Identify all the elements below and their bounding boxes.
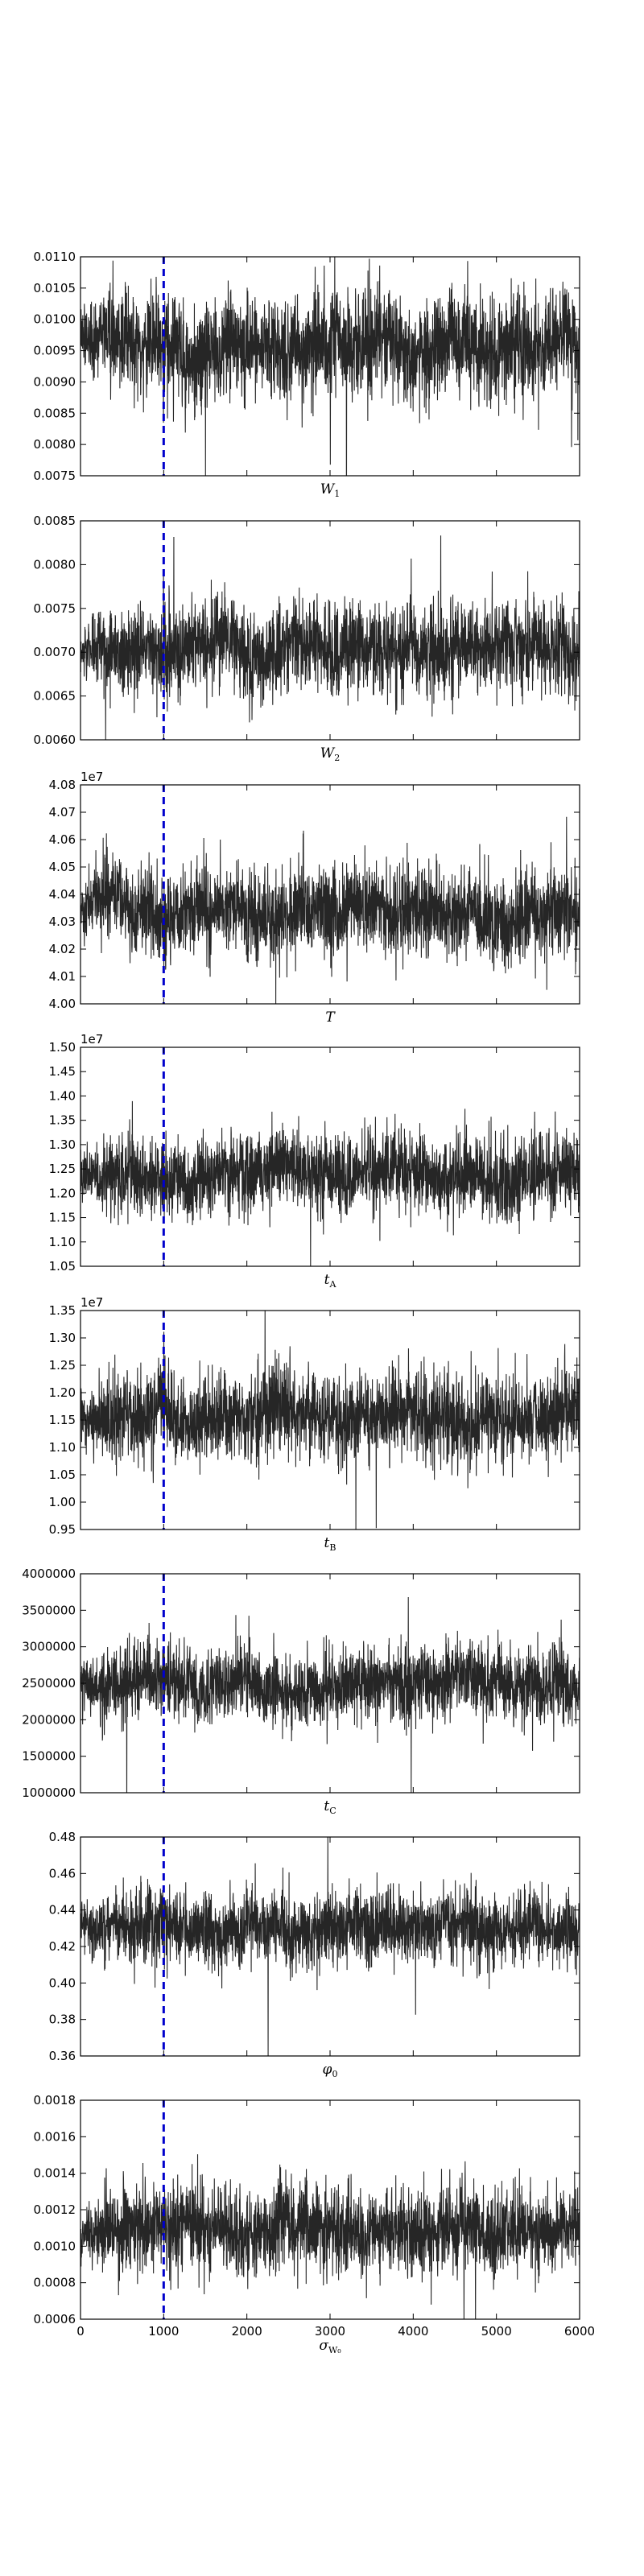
- trace-series-8: [80, 2154, 580, 2319]
- y-tick-label: 1.25: [49, 1358, 76, 1373]
- y-tick-label: 0.0008: [34, 2276, 76, 2290]
- y-tick-label: 0.0060: [34, 733, 76, 747]
- y-offset-text: 1e7: [80, 1295, 103, 1310]
- x-axis-label: tC: [324, 1798, 336, 1816]
- y-tick-label: 0.0085: [34, 406, 76, 420]
- trace-series-3: [80, 816, 580, 1004]
- y-tick-label: 1.30: [49, 1137, 76, 1152]
- y-tick-label: 0.0010: [34, 2239, 76, 2253]
- trace-series-5: [80, 1311, 580, 1530]
- y-tick-label: 0.0085: [34, 514, 76, 528]
- y-tick-label: 1000000: [22, 1785, 76, 1800]
- y-tick-label: 3500000: [22, 1603, 76, 1617]
- y-tick-label: 0.48: [49, 1830, 76, 1844]
- y-offset-text: 1e7: [80, 1032, 103, 1046]
- trace-panel-1: 0.0075 0.0080 0.0085 0.0090 0.0095 0.0100 0.01…: [34, 250, 580, 499]
- y-tick-label: 1.20: [49, 1385, 76, 1400]
- trace-panel-8: 0.0006 0.0008 0.0010 0.0012 0.0014 0.0016 0.00…: [34, 2093, 596, 2355]
- y-tick-label: 0.0100: [34, 312, 76, 327]
- y-tick-label: 4.08: [49, 778, 76, 792]
- trace-series-7: [80, 1837, 580, 2056]
- y-tick-label: 1500000: [22, 1749, 76, 1764]
- y-tick-label: 0.0070: [34, 645, 76, 659]
- y-tick-label: 0.0016: [34, 2129, 76, 2144]
- x-tick-label: 3000: [315, 2324, 345, 2339]
- x-axis-label: W2: [320, 745, 340, 763]
- y-tick-label: 0.0014: [34, 2166, 76, 2181]
- trace-panel-2: 0.0060 0.0065 0.0070 0.0075 0.0080 0.0085 W2: [34, 514, 580, 763]
- y-offset-text: 1e7: [80, 770, 103, 784]
- y-tick-label: 4.01: [49, 969, 76, 984]
- y-tick-label: 0.0065: [34, 689, 76, 704]
- y-tick-label: 0.42: [49, 1939, 76, 1954]
- x-tick-label: 0: [76, 2324, 85, 2339]
- y-tick-label: 4.07: [49, 805, 76, 819]
- trace-panel-7: 0.36 0.38 0.40 0.42 0.44 0.46 0.48 φ0: [49, 1830, 580, 2079]
- trace-panel-5: 0.95 1.00 1.05 1.10 1.15 1.20 1.25 1.30 1.35 1e7 t…: [49, 1295, 580, 1553]
- y-tick-label: 4.05: [49, 860, 76, 874]
- x-axis-label: W1: [320, 481, 340, 499]
- y-tick-label: 4.02: [49, 942, 76, 956]
- y-tick-label: 1.20: [49, 1186, 76, 1200]
- y-tick-label: 1.40: [49, 1088, 76, 1103]
- y-tick-label: 1.35: [49, 1303, 76, 1318]
- y-tick-label: 0.0105: [34, 281, 76, 295]
- x-tick-label: 4000: [398, 2324, 428, 2339]
- y-tick-label: 4.04: [49, 887, 76, 902]
- y-tick-label: 0.38: [49, 2013, 76, 2027]
- y-tick-label: 0.0110: [34, 250, 76, 264]
- y-tick-label: 1.00: [49, 1495, 76, 1509]
- y-tick-label: 1.15: [49, 1211, 76, 1225]
- x-tick-label: 6000: [564, 2324, 595, 2339]
- y-tick-label: 2000000: [22, 1712, 76, 1727]
- y-tick-label: 0.0075: [34, 601, 76, 616]
- trace-series-4: [80, 1100, 580, 1266]
- y-tick-label: 1.05: [49, 1468, 76, 1482]
- x-tick-label: 1000: [148, 2324, 179, 2339]
- y-tick-label: 1.15: [49, 1413, 76, 1427]
- y-tick-label: 0.40: [49, 1975, 76, 1990]
- y-tick-label: 0.44: [49, 1903, 76, 1918]
- x-axis-label: T: [325, 1009, 336, 1026]
- y-tick-label: 1.45: [49, 1064, 76, 1079]
- trace-series-2: [80, 535, 580, 740]
- y-tick-label: 3000000: [22, 1640, 76, 1654]
- trace-panel-3: 4.00 4.01 4.02 4.03 4.04 4.05 4.06 4.07 4.08 1e7 T: [49, 770, 580, 1026]
- y-tick-label: 4000000: [22, 1567, 76, 1581]
- y-tick-label: 1.05: [49, 1259, 76, 1274]
- y-tick-label: 4.00: [49, 997, 76, 1011]
- x-axis-label: φ0: [323, 2062, 338, 2079]
- y-tick-label: 4.03: [49, 914, 76, 929]
- y-tick-label: 0.95: [49, 1522, 76, 1537]
- y-tick-label: 1.25: [49, 1162, 76, 1176]
- y-tick-label: 0.0012: [34, 2202, 76, 2217]
- y-tick-label: 1.10: [49, 1440, 76, 1455]
- y-tick-label: 0.0018: [34, 2093, 76, 2107]
- y-tick-label: 2500000: [22, 1676, 76, 1690]
- y-tick-label: 0.0080: [34, 437, 76, 452]
- x-axis-label: tB: [324, 1535, 336, 1553]
- y-tick-label: 0.0095: [34, 344, 76, 358]
- x-axis-label: σW₀: [319, 2338, 341, 2355]
- y-tick-label: 0.0075: [34, 469, 76, 483]
- trace-panel-4: 1.05 1.10 1.15 1.20 1.25 1.30 1.35 1.40 1.45 1.50…: [49, 1032, 580, 1290]
- x-tick-label: 5000: [481, 2324, 512, 2339]
- y-tick-label: 0.46: [49, 1866, 76, 1880]
- y-tick-label: 1.10: [49, 1235, 76, 1249]
- trace-panel-6: 1000000 1500000 2000000 2500000 3000000 35000…: [22, 1567, 580, 1816]
- y-tick-label: 4.06: [49, 832, 76, 847]
- x-tick-label: 2000: [232, 2324, 262, 2339]
- y-tick-label: 0.36: [49, 2049, 76, 2063]
- trace-series-6: [80, 1597, 580, 1793]
- y-tick-label: 1.30: [49, 1331, 76, 1345]
- y-tick-label: 0.0006: [34, 2312, 76, 2326]
- x-axis-label: tA: [324, 1272, 337, 1290]
- y-tick-label: 0.0080: [34, 557, 76, 572]
- y-tick-label: 1.50: [49, 1040, 76, 1055]
- y-tick-label: 1.35: [49, 1113, 76, 1128]
- y-tick-label: 0.0090: [34, 374, 76, 389]
